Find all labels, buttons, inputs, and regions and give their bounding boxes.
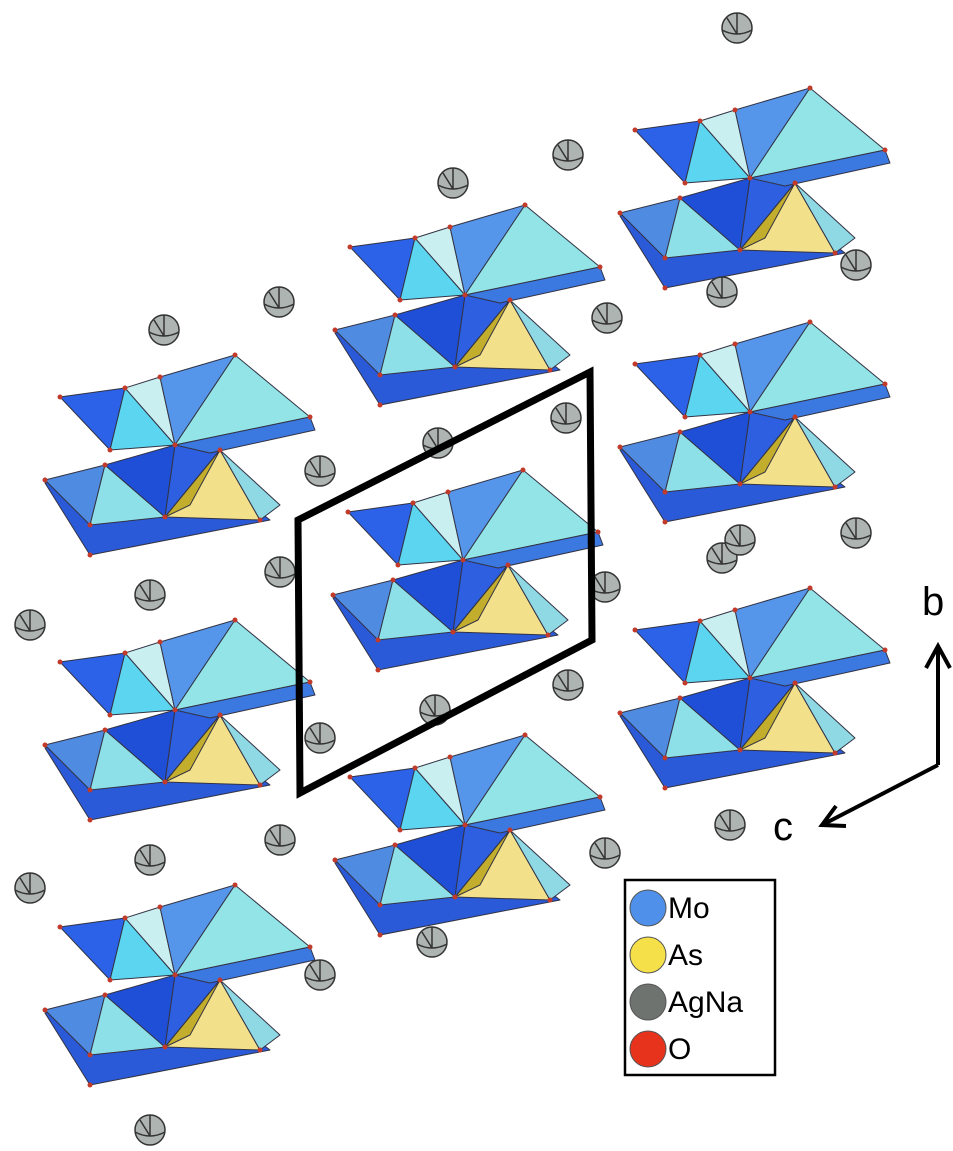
atom <box>148 314 180 346</box>
legend-label: As <box>668 939 703 972</box>
atom <box>14 872 46 904</box>
axes <box>818 641 952 828</box>
atom <box>550 402 582 434</box>
atom <box>134 844 166 876</box>
atom <box>304 722 336 754</box>
legend-swatch <box>629 983 667 1021</box>
atom <box>134 579 166 611</box>
legend-label: O <box>668 1033 691 1066</box>
atom <box>552 669 584 701</box>
atom <box>263 286 295 318</box>
legend-swatch <box>629 1030 667 1068</box>
atom <box>437 167 469 199</box>
atom <box>591 302 623 334</box>
atom <box>134 1114 166 1146</box>
atom <box>304 959 336 991</box>
atom <box>721 12 753 44</box>
atom <box>589 837 621 869</box>
axis-label-b: b <box>922 580 944 624</box>
atom <box>264 824 296 856</box>
legend-swatch <box>629 936 667 974</box>
atom <box>840 249 872 281</box>
atom <box>724 524 756 556</box>
legend-label: AgNa <box>668 986 743 1019</box>
atom <box>416 926 448 958</box>
atom <box>264 556 296 588</box>
atom <box>840 517 872 549</box>
unit-cell <box>294 366 596 799</box>
atom <box>14 609 46 641</box>
legend-swatch <box>629 889 667 927</box>
legend: Mo As AgNa O <box>623 878 777 1077</box>
atom <box>706 276 738 308</box>
atom <box>552 139 584 171</box>
atom <box>714 809 746 841</box>
axis-label-c: c <box>773 805 793 849</box>
legend-label: Mo <box>668 892 710 925</box>
atom <box>304 455 336 487</box>
